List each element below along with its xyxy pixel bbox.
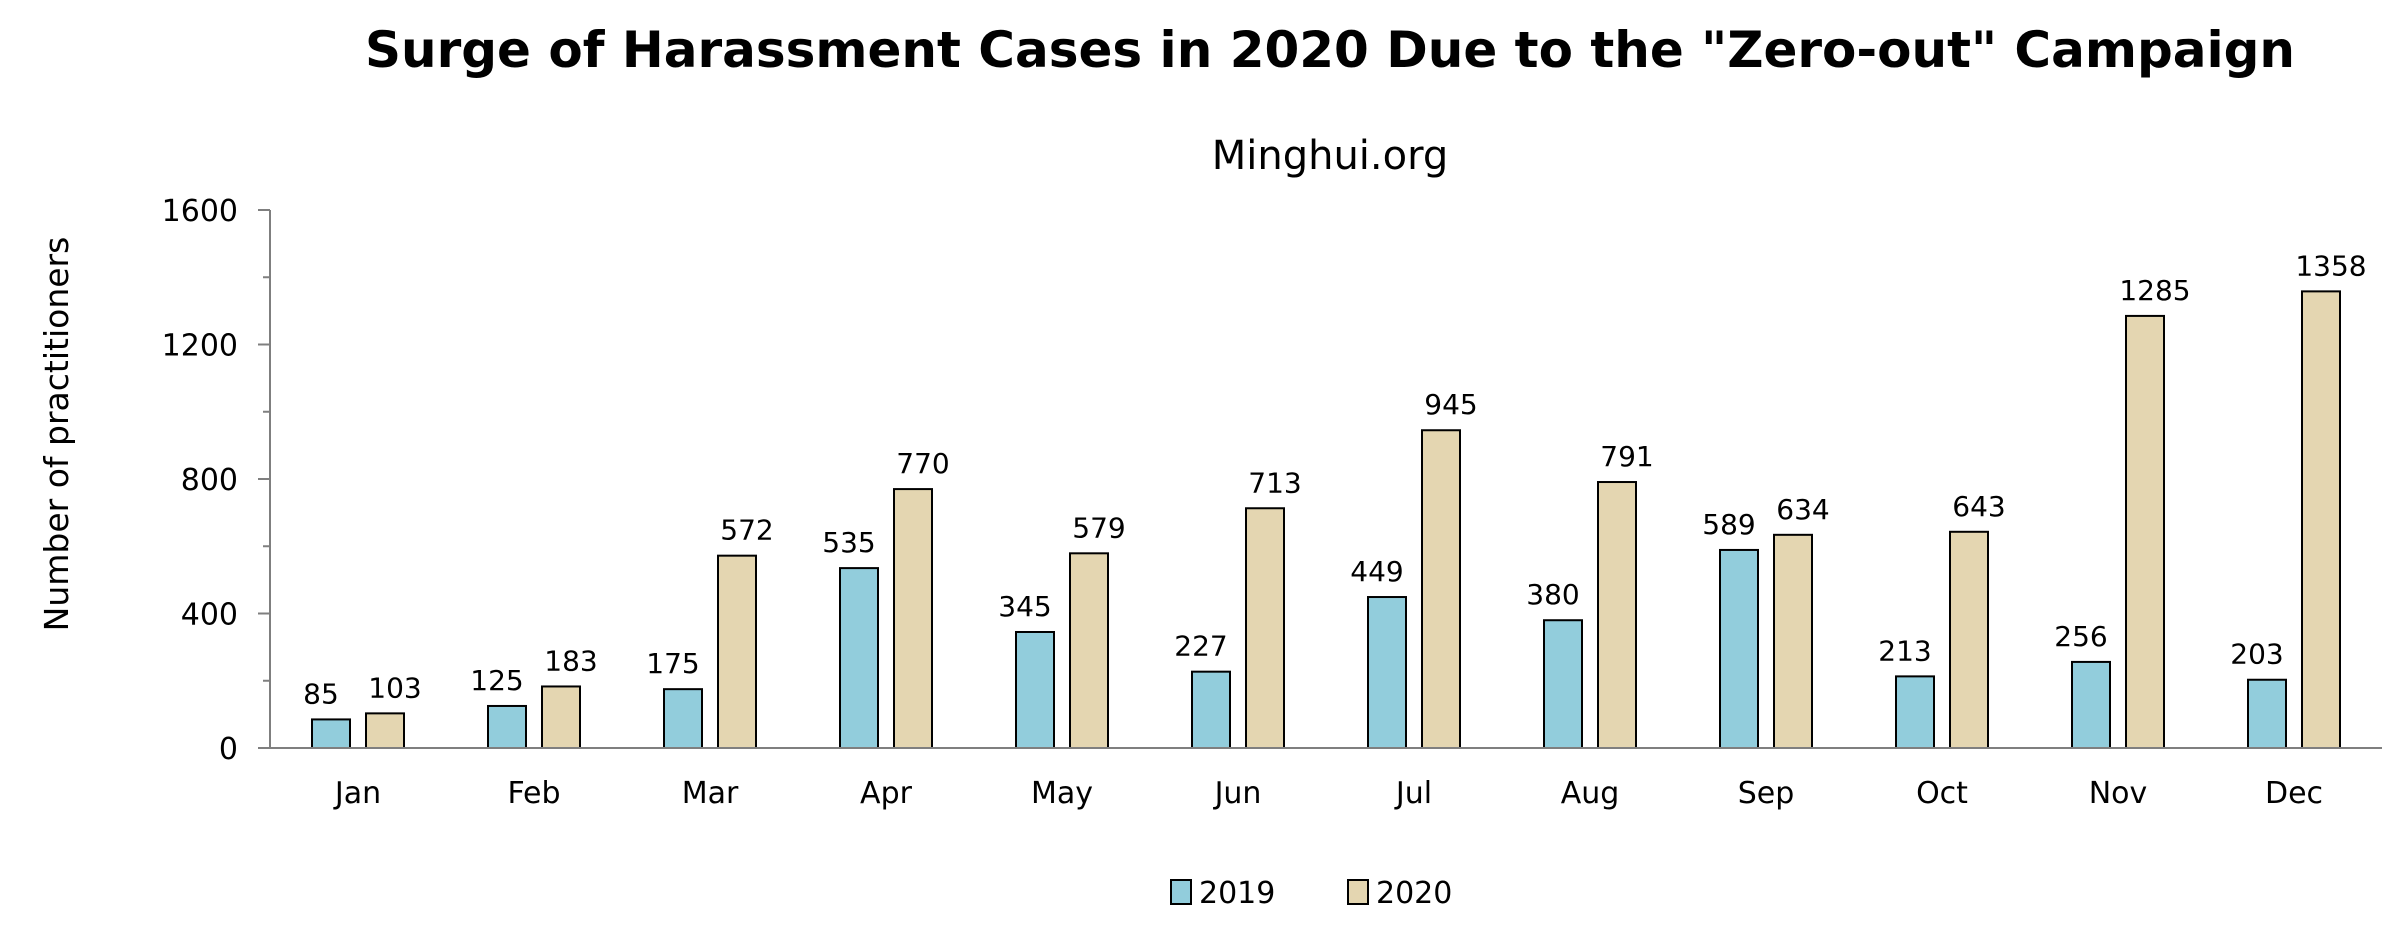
bars-group <box>311 290 2341 750</box>
bar-2019-jun <box>1191 670 1231 750</box>
data-label-2019-aug: 380 <box>1526 578 1579 611</box>
data-label-2020-oct: 643 <box>1952 490 2005 523</box>
bar-2019-jan <box>311 718 351 750</box>
data-label-2019-may: 345 <box>998 590 1051 623</box>
legend-label-2020: 2020 <box>1376 876 1452 911</box>
data-label-2019-jul: 449 <box>1350 555 1403 588</box>
x-tick-label: Jul <box>1394 776 1432 811</box>
data-label-2020-jun: 713 <box>1248 466 1301 499</box>
x-tick-label: Jun <box>1213 776 1262 811</box>
bar-2019-aug <box>1543 619 1583 749</box>
x-tick-label: Aug <box>1561 776 1620 811</box>
bar-2019-apr <box>839 567 879 750</box>
bar-2019-oct <box>1895 675 1935 749</box>
x-tick-label: Feb <box>507 776 560 811</box>
data-label-2019-dec: 203 <box>2230 638 2283 671</box>
chart-title: Surge of Harassment Cases in 2020 Due to… <box>365 21 2295 79</box>
bar-2020-oct <box>1949 530 1989 750</box>
legend-swatch-2020 <box>1347 879 1369 905</box>
data-labels-group: 85 103 125 183 175 572 535 770 345 579 227 713 449 94… <box>303 249 2366 710</box>
bar-2020-jan <box>365 712 405 750</box>
data-label-2019-mar: 175 <box>646 647 699 680</box>
bar-2019-dec <box>2247 678 2287 750</box>
data-label-2020-jan: 103 <box>368 671 421 704</box>
data-label-2020-sep: 634 <box>1776 493 1829 526</box>
chart-subtitle: Minghui.org <box>1212 133 1449 179</box>
bar-2020-feb <box>541 685 581 749</box>
x-axis-ticks: Jan Feb Mar Apr May Jun Jul Aug Sep Oct Nov Dec <box>333 776 2323 811</box>
bar-2020-mar <box>717 554 757 749</box>
x-tick-label: May <box>1031 776 1093 811</box>
x-tick-label: Apr <box>860 776 913 811</box>
data-label-2020-apr: 770 <box>896 447 949 480</box>
x-tick-label: Sep <box>1738 776 1795 811</box>
bar-2019-mar <box>663 688 703 749</box>
data-label-2019-feb: 125 <box>470 664 523 697</box>
x-tick-label: Jan <box>333 776 381 811</box>
data-label-2019-oct: 213 <box>1878 634 1931 667</box>
legend: 2019 2020 <box>1170 876 1452 911</box>
data-label-2019-jun: 227 <box>1174 630 1227 663</box>
legend-label-2019: 2019 <box>1199 876 1275 911</box>
bar-2020-apr <box>893 488 933 749</box>
bar-2020-may <box>1069 552 1109 750</box>
data-label-2020-nov: 1285 <box>2119 274 2190 307</box>
bar-2019-sep <box>1719 548 1759 749</box>
data-label-2020-may: 579 <box>1072 511 1125 544</box>
data-label-2020-mar: 572 <box>720 514 773 547</box>
x-tick-label: Nov <box>2089 776 2148 811</box>
data-label-2020-feb: 183 <box>544 644 597 677</box>
bar-2019-feb <box>487 704 527 749</box>
y-tick-label: 1600 <box>162 194 238 229</box>
bar-2020-nov <box>2125 314 2165 749</box>
bar-2020-dec <box>2301 290 2341 749</box>
data-label-2020-jul: 945 <box>1424 388 1477 421</box>
bar-2019-nov <box>2071 660 2111 749</box>
bar-2019-jul <box>1367 596 1407 749</box>
bar-2020-jul <box>1421 429 1461 749</box>
data-label-2020-aug: 791 <box>1600 440 1653 473</box>
y-tick-label: 1200 <box>162 329 238 364</box>
data-label-2020-dec: 1358 <box>2295 249 2366 282</box>
bar-2020-jun <box>1245 507 1285 749</box>
y-axis-title: Number of practitioners <box>37 237 76 632</box>
data-label-2019-sep: 589 <box>1702 508 1755 541</box>
data-label-2019-nov: 256 <box>2054 620 2107 653</box>
y-axis-ticks: 0 400 800 1200 1600 <box>162 194 270 767</box>
x-tick-label: Dec <box>2265 776 2323 811</box>
y-tick-label: 400 <box>181 598 238 633</box>
bar-2019-may <box>1015 630 1055 750</box>
bar-2020-aug <box>1597 481 1637 749</box>
y-tick-label: 800 <box>181 463 238 498</box>
x-tick-label: Mar <box>682 776 739 811</box>
data-label-2019-jan: 85 <box>303 677 339 710</box>
legend-swatch-2019 <box>1170 879 1192 905</box>
y-tick-label: 0 <box>219 732 238 767</box>
bar-2020-sep <box>1773 533 1813 749</box>
data-label-2019-apr: 535 <box>822 526 875 559</box>
x-tick-label: Oct <box>1916 776 1968 811</box>
